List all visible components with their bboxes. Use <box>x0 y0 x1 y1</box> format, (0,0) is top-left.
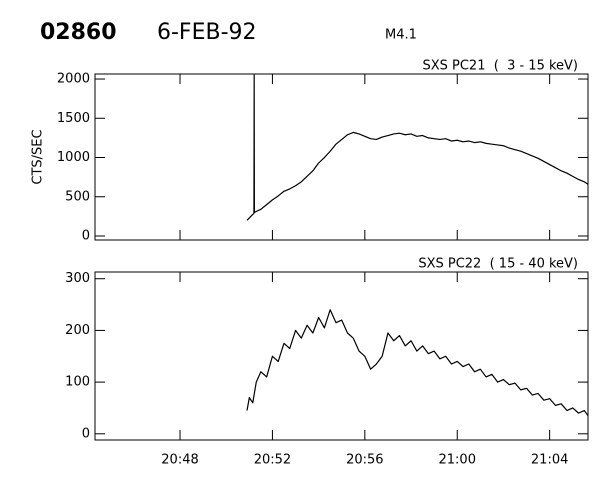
y-tick-label: 2000 <box>57 72 90 87</box>
plot-frame <box>94 271 589 441</box>
event-id: 02860 <box>40 20 117 45</box>
y-tick-label: 500 <box>65 189 90 204</box>
y-tick-label: 0 <box>82 426 90 441</box>
light-curve <box>246 74 589 221</box>
panel-label: SXS PC21 ( 3 - 15 keV) <box>422 59 578 74</box>
y-tick-label: 1500 <box>57 111 90 126</box>
x-tick-label: 20:48 <box>161 453 198 468</box>
panel-label: SXS PC22 ( 15 - 40 keV) <box>418 257 578 272</box>
y-tick-label: 300 <box>65 271 90 286</box>
y-tick-label: 0 <box>82 228 90 243</box>
x-tick-label: 21:00 <box>439 453 476 468</box>
event-date: 6-FEB-92 <box>157 20 257 45</box>
x-tick-label: 20:56 <box>346 453 383 468</box>
y-axis-label: CTS/SEC <box>31 129 46 184</box>
y-tick-label: 1000 <box>57 150 90 165</box>
light-curve <box>246 309 589 417</box>
x-tick-label: 21:04 <box>531 453 568 468</box>
y-tick-label: 100 <box>65 375 90 390</box>
y-tick-label: 200 <box>65 323 90 338</box>
flare-class: M4.1 <box>385 28 417 43</box>
x-tick-label: 20:52 <box>254 453 291 468</box>
plot-frame <box>94 73 589 241</box>
